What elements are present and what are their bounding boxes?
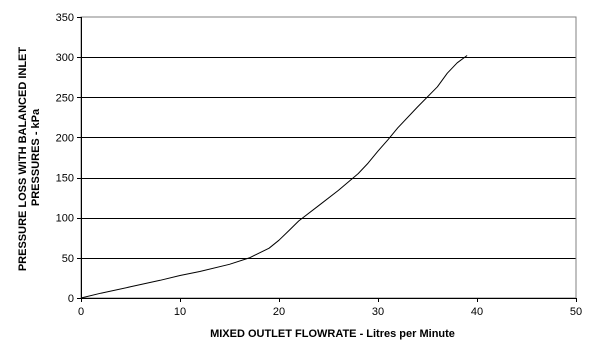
axes (77, 17, 577, 302)
x-tick-label: 50 (570, 306, 582, 318)
series-layer (80, 55, 468, 299)
x-tick-labels: 0 10 20 30 40 50 (78, 306, 582, 318)
y-axis-title: PRESSURE LOSS WITH BALANCED INLET PRESSU… (17, 44, 42, 271)
x-tick-label: 20 (273, 306, 285, 318)
y-tick-label: 0 (68, 293, 74, 305)
y-tick-label: 100 (56, 213, 74, 225)
y-tick-label: 250 (56, 92, 74, 104)
x-axis-title: MIXED OUTLET FLOWRATE - Litres per Minut… (210, 328, 455, 340)
x-tick-label: 30 (372, 306, 384, 318)
y-tick-label: 50 (62, 253, 74, 265)
plot-area-border (80, 16, 577, 299)
y-tick-label: 150 (56, 173, 74, 185)
x-tick-label: 0 (78, 306, 84, 318)
series-line (80, 55, 468, 299)
gridlines (81, 57, 576, 259)
y-tick-labels: 0 50 100 150 200 250 300 350 (56, 12, 74, 305)
x-tick-label: 10 (174, 306, 186, 318)
y-axis-title-line-2: PRESSURES - kPa (30, 108, 42, 206)
y-tick-label: 350 (56, 12, 74, 24)
y-tick-label: 200 (56, 132, 74, 144)
y-tick-label: 300 (56, 52, 74, 64)
x-tick-label: 40 (471, 306, 483, 318)
y-axis-title-line-1: PRESSURE LOSS WITH BALANCED INLET (17, 47, 29, 272)
